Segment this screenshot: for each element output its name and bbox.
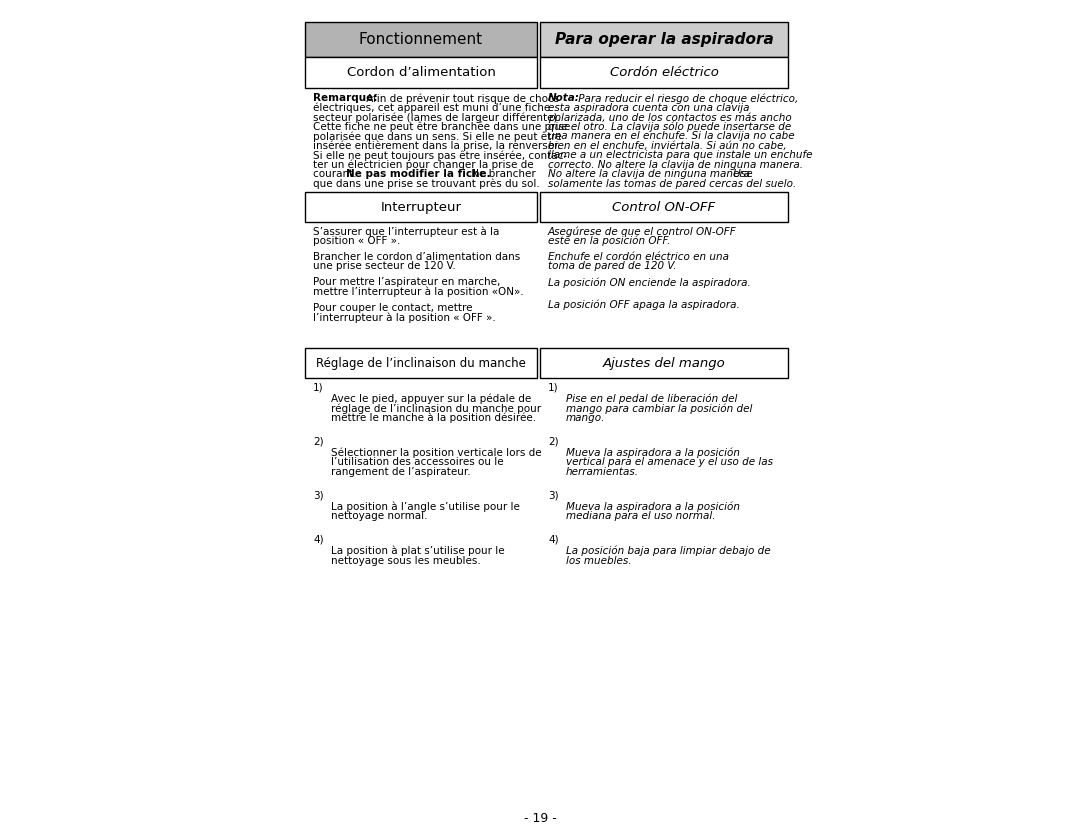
Text: Avec le pied, appuyer sur la pédale de: Avec le pied, appuyer sur la pédale de	[330, 394, 531, 404]
Text: Para reducir el riesgo de choque eléctrico,: Para reducir el riesgo de choque eléctri…	[575, 93, 798, 103]
Text: Nota:: Nota:	[548, 93, 580, 103]
Text: 3): 3)	[548, 490, 558, 500]
FancyBboxPatch shape	[305, 22, 537, 57]
Text: Para operar la aspiradora: Para operar la aspiradora	[555, 32, 773, 47]
Text: Use: Use	[730, 169, 753, 179]
Text: Fonctionnement: Fonctionnement	[359, 32, 483, 47]
Text: polarisée que dans un sens. Si elle ne peut être: polarisée que dans un sens. Si elle ne p…	[313, 131, 562, 142]
Text: insérée entièrement dans la prise, la renverser.: insérée entièrement dans la prise, la re…	[313, 140, 561, 151]
Text: mettre le manche à la position désirée.: mettre le manche à la position désirée.	[330, 413, 536, 423]
Text: nettoyage sous les meubles.: nettoyage sous les meubles.	[330, 555, 481, 565]
Text: los muebles.: los muebles.	[566, 555, 632, 565]
Text: ter un électricien pour changer la prise de: ter un électricien pour changer la prise…	[313, 159, 534, 170]
FancyBboxPatch shape	[540, 192, 788, 222]
Text: Pour mettre l’aspirateur en marche,: Pour mettre l’aspirateur en marche,	[313, 277, 500, 287]
Text: Asegúrese de que el control ON-OFF: Asegúrese de que el control ON-OFF	[548, 226, 737, 237]
Text: rangement de l’aspirateur.: rangement de l’aspirateur.	[330, 466, 471, 476]
Text: mediana para el uso normal.: mediana para el uso normal.	[566, 511, 715, 521]
Text: Cordon d’alimentation: Cordon d’alimentation	[347, 66, 496, 79]
Text: Ne brancher: Ne brancher	[468, 169, 536, 179]
Text: l’interrupteur à la position « OFF ».: l’interrupteur à la position « OFF ».	[313, 312, 496, 323]
Text: Mueva la aspiradora a la posición: Mueva la aspiradora a la posición	[566, 448, 740, 458]
Text: Brancher le cordon d’alimentation dans: Brancher le cordon d’alimentation dans	[313, 252, 521, 262]
Text: - 19 -: - 19 -	[524, 812, 556, 825]
Text: 1): 1)	[548, 382, 558, 392]
Text: une prise secteur de 120 V.: une prise secteur de 120 V.	[313, 261, 456, 271]
Text: 2): 2)	[313, 436, 324, 446]
Text: Ne pas modifier la fiche.: Ne pas modifier la fiche.	[346, 169, 490, 179]
FancyBboxPatch shape	[540, 348, 788, 378]
Text: La posición OFF apaga la aspiradora.: La posición OFF apaga la aspiradora.	[548, 299, 740, 310]
Text: esté en la posición OFF.: esté en la posición OFF.	[548, 235, 671, 246]
Text: La posición ON enciende la aspiradora.: La posición ON enciende la aspiradora.	[548, 277, 751, 288]
Text: que el otro. La clavija sólo puede insertarse de: que el otro. La clavija sólo puede inser…	[548, 122, 792, 132]
Text: Mueva la aspiradora a la posición: Mueva la aspiradora a la posición	[566, 501, 740, 512]
Text: Interrupteur: Interrupteur	[380, 200, 461, 214]
Text: nettoyage normal.: nettoyage normal.	[330, 511, 428, 521]
Text: La position à l’angle s’utilise pour le: La position à l’angle s’utilise pour le	[330, 501, 519, 512]
Text: 4): 4)	[313, 535, 324, 545]
FancyBboxPatch shape	[305, 192, 537, 222]
Text: solamente las tomas de pared cercas del suelo.: solamente las tomas de pared cercas del …	[548, 178, 796, 188]
Text: mango.: mango.	[566, 413, 606, 423]
Text: correcto. No altere la clavija de ninguna manera.: correcto. No altere la clavija de ningun…	[548, 159, 804, 169]
Text: Enchufe el cordón eléctrico en una: Enchufe el cordón eléctrico en una	[548, 252, 729, 262]
Text: électriques, cet appareil est muni d’une fiche: électriques, cet appareil est muni d’une…	[313, 103, 550, 113]
Text: Si elle ne peut toujours pas être insérée, contac-: Si elle ne peut toujours pas être inséré…	[313, 150, 567, 160]
Text: La posición baja para limpiar debajo de: La posición baja para limpiar debajo de	[566, 546, 771, 556]
Text: secteur polarisée (lames de largeur différente).: secteur polarisée (lames de largeur diff…	[313, 112, 561, 123]
Text: position « OFF ».: position « OFF ».	[313, 235, 401, 245]
Text: Remarque:: Remarque:	[313, 93, 377, 103]
Text: una manera en el enchufe. Si la clavija no cabe: una manera en el enchufe. Si la clavija …	[548, 131, 795, 141]
Text: mango para cambiar la posición del: mango para cambiar la posición del	[566, 403, 753, 414]
Text: bien en el enchufe, inviértala. Si aún no cabe,: bien en el enchufe, inviértala. Si aún n…	[548, 140, 786, 150]
Text: Sélectionner la position verticale lors de: Sélectionner la position verticale lors …	[330, 448, 542, 458]
FancyBboxPatch shape	[540, 57, 788, 88]
FancyBboxPatch shape	[305, 348, 537, 378]
Text: esta aspiradora cuenta con una clavija: esta aspiradora cuenta con una clavija	[548, 103, 750, 113]
Text: 3): 3)	[313, 490, 324, 500]
Text: Pour couper le contact, mettre: Pour couper le contact, mettre	[313, 303, 473, 313]
Text: toma de pared de 120 V.: toma de pared de 120 V.	[548, 261, 676, 271]
Text: polarizada, uno de los contactos es más ancho: polarizada, uno de los contactos es más …	[548, 112, 792, 123]
Text: 1): 1)	[313, 382, 324, 392]
Text: Afin de prévenir tout risque de chocs: Afin de prévenir tout risque de chocs	[363, 93, 559, 103]
Text: 2): 2)	[548, 436, 558, 446]
Text: que dans une prise se trouvant près du sol.: que dans une prise se trouvant près du s…	[313, 178, 540, 189]
Text: Réglage de l’inclinaison du manche: Réglage de l’inclinaison du manche	[316, 356, 526, 369]
Text: vertical para el amenace y el uso de las: vertical para el amenace y el uso de las	[566, 457, 773, 467]
Text: No altere la clavija de ninguna manera.: No altere la clavija de ninguna manera.	[548, 169, 753, 179]
Text: Cette fiche ne peut être branchée dans une prise: Cette fiche ne peut être branchée dans u…	[313, 122, 570, 132]
Text: La position à plat s’utilise pour le: La position à plat s’utilise pour le	[330, 546, 504, 556]
Text: 4): 4)	[548, 535, 558, 545]
Text: S’assurer que l’interrupteur est à la: S’assurer que l’interrupteur est à la	[313, 226, 499, 237]
Text: courant.: courant.	[313, 169, 360, 179]
Text: Control ON-OFF: Control ON-OFF	[612, 200, 716, 214]
Text: herramientas.: herramientas.	[566, 466, 639, 476]
Text: llame a un electricista para que instale un enchufe: llame a un electricista para que instale…	[548, 150, 812, 160]
Text: réglage de l’inclinasion du manche pour: réglage de l’inclinasion du manche pour	[330, 403, 541, 414]
Text: Pise en el pedal de liberación del: Pise en el pedal de liberación del	[566, 394, 738, 404]
FancyBboxPatch shape	[305, 57, 537, 88]
Text: Ajustes del mango: Ajustes del mango	[603, 356, 726, 369]
FancyBboxPatch shape	[540, 22, 788, 57]
Text: l’utilisation des accessoires ou le: l’utilisation des accessoires ou le	[330, 457, 503, 467]
Text: mettre l’interrupteur à la position «ON».: mettre l’interrupteur à la position «ON»…	[313, 287, 524, 297]
Text: Cordón eléctrico: Cordón eléctrico	[609, 66, 718, 79]
